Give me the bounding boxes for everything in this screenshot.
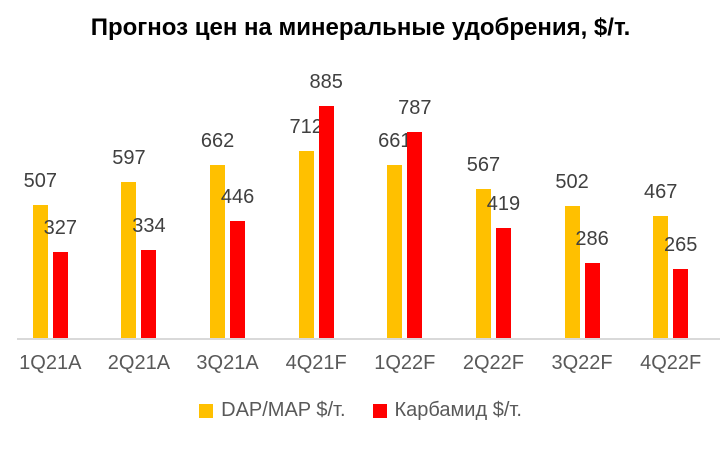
bar-group: 597 334 — [95, 66, 184, 338]
plot-area: 507 327 597 334 662 446 712 885 661 787 567 419 502 2… — [0, 66, 721, 340]
data-label: 567 — [466, 154, 501, 176]
x-axis-line — [17, 338, 720, 340]
data-label: 327 — [43, 217, 77, 239]
x-axis-label: 2Q21A — [107, 352, 171, 374]
legend-swatch-icon — [372, 403, 387, 418]
data-label: 885 — [309, 71, 343, 93]
bar-series-karbamid: 286 — [575, 229, 609, 338]
bar-series-dap-map: 661 — [378, 131, 412, 338]
data-label: 787 — [398, 97, 432, 119]
bar-series-karbamid: 327 — [44, 218, 77, 338]
bar-series-karbamid: 419 — [487, 194, 520, 338]
x-axis-label: 3Q22F — [551, 352, 613, 374]
x-axis-label: 1Q22F — [374, 352, 436, 374]
bar-series-dap-map: 467 — [644, 182, 677, 338]
bar-series-karbamid: 334 — [132, 216, 166, 338]
bar-group: 467 265 — [626, 66, 715, 338]
bar-series-karbamid: 265 — [664, 235, 697, 338]
bar-groups: 507 327 597 334 662 446 712 885 661 787 567 419 502 2… — [6, 66, 715, 338]
x-axis-label: 4Q21F — [285, 352, 347, 374]
data-label: 662 — [200, 130, 235, 152]
bar-series-karbamid: 885 — [310, 72, 343, 338]
legend-item-dap-map: DAP/MAP $/т. — [199, 399, 346, 422]
bar-series-dap-map: 567 — [467, 155, 500, 338]
data-label: 467 — [644, 181, 678, 203]
data-label: 286 — [575, 228, 609, 250]
legend: DAP/MAP $/т. Карбамид $/т. — [0, 399, 721, 422]
bar-series-dap-map: 507 — [24, 171, 57, 338]
bar-series-dap-map: 502 — [555, 172, 589, 338]
chart-title: Прогноз цен на минеральные удобрения, $/… — [90, 14, 631, 41]
bar-series-dap-map: 662 — [201, 131, 234, 338]
bar-group: 661 787 — [361, 66, 450, 338]
x-axis-label: 2Q22F — [462, 352, 525, 374]
bar-series-karbamid: 787 — [398, 98, 432, 338]
legend-label: Карбамид $/т. — [394, 399, 522, 421]
bar-group: 567 419 — [449, 66, 538, 338]
data-label: 419 — [486, 193, 521, 215]
bar-group: 502 286 — [538, 66, 627, 338]
data-label: 265 — [664, 234, 698, 256]
data-label: 502 — [555, 171, 589, 193]
bar-group: 507 327 — [6, 66, 95, 338]
legend-label: DAP/MAP $/т. — [221, 399, 346, 421]
bar-group: 662 446 — [183, 66, 272, 338]
x-axis-label: 1Q21A — [19, 352, 82, 374]
data-label: 334 — [132, 215, 166, 237]
data-label: 597 — [112, 147, 146, 169]
data-label: 507 — [23, 170, 57, 192]
x-axis-label: 4Q22F — [640, 352, 702, 374]
bar-series-karbamid: 446 — [221, 187, 254, 338]
bar-series-dap-map: 712 — [290, 117, 323, 338]
legend-swatch-icon — [199, 403, 214, 418]
bar-group: 712 885 — [272, 66, 361, 338]
x-axis-labels: 1Q21A 2Q21A 3Q21A 4Q21F 1Q22F 2Q22F 3Q22F 4Q22F — [6, 338, 715, 375]
x-axis-label: 3Q21A — [196, 352, 259, 374]
bar-series-dap-map: 597 — [112, 148, 146, 338]
legend-item-karbamid: Карбамид $/т. — [372, 399, 522, 422]
data-label: 712 — [289, 116, 323, 138]
data-label: 661 — [378, 130, 412, 152]
data-label: 446 — [220, 186, 255, 208]
